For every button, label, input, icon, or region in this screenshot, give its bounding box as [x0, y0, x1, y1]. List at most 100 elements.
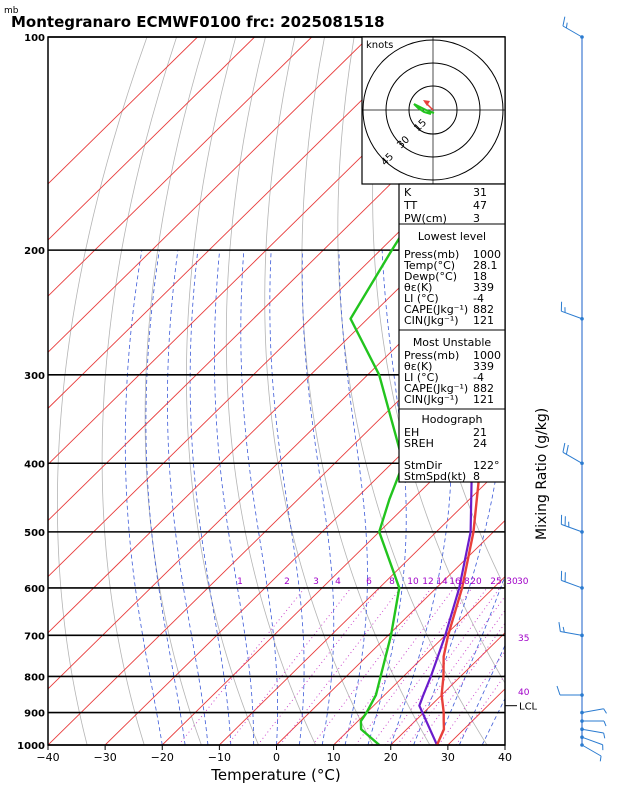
mixing-ratio-label: 6 — [366, 577, 372, 587]
index-row-label: SREH — [404, 437, 434, 450]
dry-adiabat — [225, 37, 316, 745]
barb-shaft — [581, 708, 604, 714]
x-tick-label: −30 — [94, 751, 117, 764]
barb-shaft — [581, 744, 602, 757]
isotherm — [48, 37, 198, 185]
x-tick-label: −20 — [151, 751, 174, 764]
index-row-value: 122° — [473, 459, 500, 472]
moist-adiabat — [301, 250, 335, 745]
mixing-ratio-line — [455, 674, 505, 745]
barb-shaft — [561, 523, 583, 533]
theta-e-label: 30 — [517, 577, 529, 587]
index-table: K 31 TT 47 PW(cm) 3 Lowest level Press(m… — [398, 183, 506, 483]
mixing-ratio-label: 10 — [407, 577, 419, 587]
hodograph-ring-45 — [362, 39, 504, 181]
barb-station — [580, 693, 584, 697]
wind-barb — [560, 570, 584, 590]
wind-barb — [558, 622, 584, 638]
index-row-value: 339 — [473, 281, 494, 294]
index-row-value: 1000 — [473, 349, 501, 362]
index-pw-label: PW(cm) — [404, 212, 447, 225]
index-row-value: 24 — [473, 437, 487, 450]
index-row-value: 1000 — [473, 248, 501, 261]
mixing-ratio-line — [355, 587, 473, 745]
barb-half-flag — [603, 720, 607, 727]
index-row-value: 121 — [473, 393, 494, 406]
x-tick-label: 20 — [384, 751, 398, 764]
dry-adiabat — [532, 37, 618, 745]
index-row-value: -4 — [473, 292, 484, 305]
mixing-ratio-label: 8 — [389, 577, 395, 587]
hodograph-ring-30 — [385, 62, 481, 158]
barb-station — [580, 35, 584, 39]
index-table-frame — [398, 183, 506, 483]
mixing-ratio-label: 12 — [422, 577, 433, 587]
index-row-value: 121 — [473, 314, 494, 327]
index-row-value: 882 — [473, 382, 494, 395]
moist-adiabat — [189, 250, 232, 745]
mixing-ratio-line — [384, 587, 501, 745]
axes: −40 −30 −20 −10 0 10 20 30 40 100 200 300 400 500 600 7… — [17, 33, 537, 764]
index-row-label: StmDir — [404, 459, 443, 472]
mixing-ratio-label: 1 — [237, 577, 243, 587]
hodograph-box-title: Hodograph — [422, 413, 483, 426]
pressure-tick-label: 600 — [24, 584, 45, 595]
moist-adiabat — [167, 250, 209, 745]
lcl-label: LCL — [519, 702, 538, 713]
index-k-value: 31 — [473, 186, 487, 199]
mixing-ratio-line — [438, 650, 505, 745]
index-row-label: θε(K) — [404, 281, 432, 294]
mixing-ratio-line — [336, 587, 455, 745]
x-axis-label: Temperature (°C) — [210, 766, 340, 784]
index-tt-value: 47 — [473, 199, 487, 212]
index-row-value: 18 — [473, 270, 487, 283]
wind-barb — [580, 743, 602, 762]
mixing-ratio-line — [371, 587, 488, 745]
barb-shaft — [581, 736, 603, 746]
moist-adiabat — [214, 250, 255, 745]
dry-adiabat — [186, 37, 259, 745]
mixing-ratio-label: 25 — [490, 577, 501, 587]
wind-barb — [580, 719, 607, 727]
dewpoint-curve — [349, 82, 505, 745]
mixing-ratio-line — [396, 595, 505, 745]
index-tt-label: TT — [403, 199, 418, 212]
index-row-label: EH — [404, 426, 419, 439]
mixing-ratio-line — [407, 609, 505, 745]
isotherm — [219, 463, 505, 745]
index-row-value: 21 — [473, 426, 487, 439]
mixing-ratio-line — [417, 622, 505, 745]
index-row-label: Press(mb) — [404, 248, 459, 261]
x-tick-label: −40 — [36, 751, 59, 764]
isotherm — [48, 37, 255, 241]
index-row-label: θε(K) — [404, 360, 432, 373]
barb-station — [580, 586, 584, 590]
pressure-tick-label: 300 — [24, 371, 45, 382]
theta-e-label: 40 — [518, 688, 530, 698]
wind-barb — [560, 301, 584, 321]
hodograph-ring-15 — [408, 85, 458, 135]
dry-adiabat — [144, 37, 207, 745]
x-tick-label: −10 — [208, 751, 231, 764]
moist-adiabat — [338, 250, 368, 745]
pressure-tick-label: 100 — [24, 33, 45, 44]
chart-title: Montegranaro ECMWF0100 frc: 2025081518 — [11, 13, 385, 31]
barb-station — [580, 727, 584, 732]
isotherm — [48, 37, 427, 409]
x-tick-label: 30 — [441, 751, 455, 764]
barb-flag — [556, 685, 561, 696]
moist-adiabat — [504, 744, 505, 745]
isotherm — [48, 295, 505, 745]
mixing-ratio-line — [312, 587, 432, 745]
hodograph: knots 15 30 45 — [361, 36, 506, 185]
barb-station — [580, 316, 584, 321]
isotherm — [48, 183, 505, 634]
wind-barb — [562, 442, 584, 466]
mixing-ratio-label: 14 — [436, 577, 448, 587]
wind-barb — [580, 708, 607, 715]
isotherm — [48, 239, 505, 690]
dry-adiabat — [57, 37, 148, 745]
wind-barbs — [556, 16, 607, 762]
dry-adiabat — [561, 37, 618, 745]
hodograph-unit: knots — [366, 40, 393, 51]
